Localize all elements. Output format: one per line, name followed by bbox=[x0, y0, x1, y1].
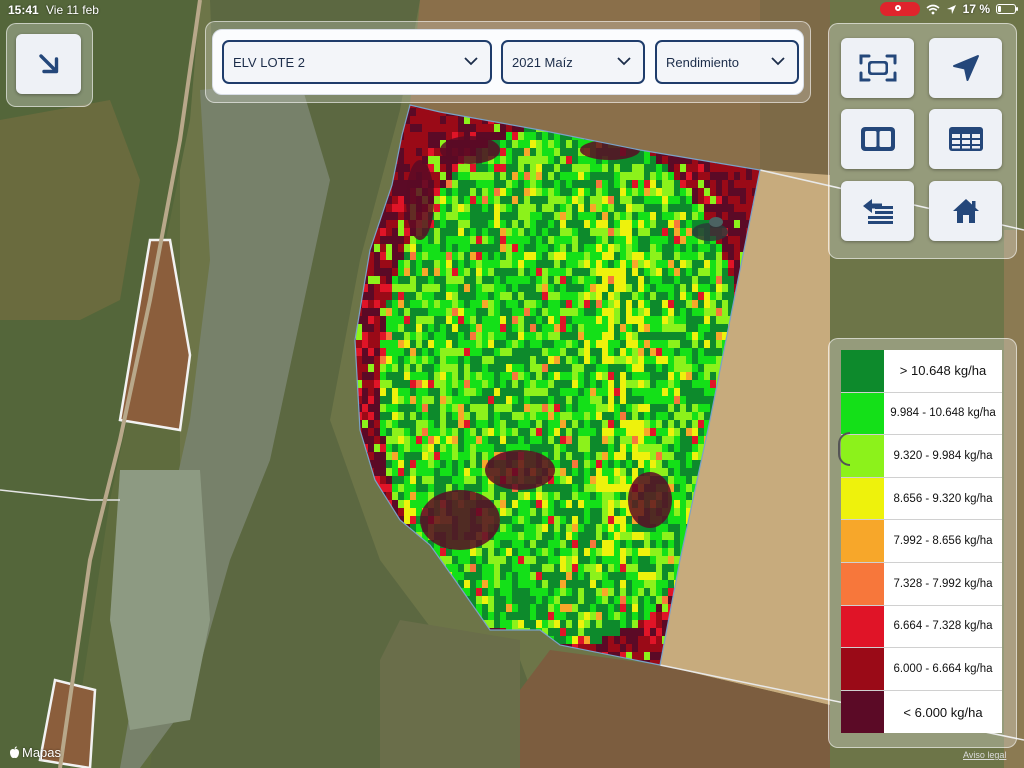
home-icon bbox=[952, 199, 979, 223]
table-button[interactable] bbox=[929, 109, 1002, 169]
legend-label: 8.656 - 9.320 kg/ha bbox=[884, 477, 1002, 520]
screen-recording-icon bbox=[879, 2, 920, 16]
legend-swatch bbox=[841, 477, 884, 520]
legend-label: 6.000 - 6.664 kg/ha bbox=[884, 648, 1002, 690]
maps-attribution: Mapas bbox=[9, 745, 61, 760]
list-button[interactable] bbox=[841, 181, 914, 241]
legend-item: 9.320 - 9.984 kg/ha bbox=[841, 435, 1002, 478]
season-select[interactable]: 2021 Maíz bbox=[501, 40, 645, 84]
legend-item: 9.984 - 10.648 kg/ha bbox=[841, 392, 1002, 436]
chevron-down-icon bbox=[771, 57, 785, 66]
legend-swatch bbox=[841, 350, 884, 392]
maps-label: Mapas bbox=[22, 745, 62, 760]
legend-item: 7.992 - 8.656 kg/ha bbox=[841, 520, 1002, 563]
location-arrow-icon bbox=[952, 55, 979, 81]
apple-logo-icon bbox=[10, 746, 19, 759]
legend-label: 9.320 - 9.984 kg/ha bbox=[884, 435, 1002, 477]
battery-level: 17 % bbox=[962, 2, 990, 16]
field-select[interactable]: ELV LOTE 2 bbox=[222, 40, 492, 84]
wifi-icon bbox=[926, 4, 940, 14]
collapse-button[interactable] bbox=[16, 34, 81, 94]
status-time: 15:41 bbox=[8, 3, 39, 17]
home-button[interactable] bbox=[929, 181, 1002, 241]
legend-swatch bbox=[841, 520, 884, 562]
layer-select-value: Rendimiento bbox=[666, 54, 739, 70]
season-select-value: 2021 Maíz bbox=[512, 54, 573, 70]
legal-link[interactable]: Aviso legal bbox=[963, 750, 1007, 760]
status-bar: 15:41 Vie 11 feb 17 % bbox=[0, 0, 1024, 20]
legend-swatch bbox=[841, 605, 884, 648]
legend-label: > 10.648 kg/ha bbox=[884, 350, 1002, 392]
legend-swatch bbox=[841, 562, 884, 605]
legend-label: 6.664 - 7.328 kg/ha bbox=[884, 605, 1002, 648]
chevron-down-icon bbox=[617, 57, 631, 66]
legend-item: < 6.000 kg/ha bbox=[841, 690, 1002, 734]
legend-item: > 10.648 kg/ha bbox=[841, 350, 1002, 393]
legend-swatch bbox=[841, 392, 884, 435]
chevron-down-icon bbox=[464, 57, 478, 66]
arrow-down-right-icon bbox=[38, 54, 58, 74]
locate-button[interactable] bbox=[929, 38, 1002, 98]
layer-select[interactable]: Rendimiento bbox=[655, 40, 799, 84]
vehicle-marker bbox=[692, 217, 728, 241]
fit-bounds-button[interactable] bbox=[841, 38, 914, 98]
legend-item: 8.656 - 9.320 kg/ha bbox=[841, 477, 1002, 521]
side-handle[interactable] bbox=[838, 432, 850, 466]
split-view-button[interactable] bbox=[841, 109, 914, 169]
location-arrow-icon bbox=[946, 4, 956, 14]
legend-item: 6.000 - 6.664 kg/ha bbox=[841, 648, 1002, 691]
legend-item: 6.664 - 7.328 kg/ha bbox=[841, 605, 1002, 649]
legend-label: 9.984 - 10.648 kg/ha bbox=[884, 392, 1002, 435]
legend-label: 7.328 - 7.992 kg/ha bbox=[884, 562, 1002, 605]
yield-legend: > 10.648 kg/ha 9.984 - 10.648 kg/ha 9.320 … bbox=[841, 350, 1002, 734]
legend-item: 7.328 - 7.992 kg/ha bbox=[841, 562, 1002, 606]
status-date: Vie 11 feb bbox=[46, 3, 99, 17]
list-back-icon bbox=[862, 199, 893, 224]
frame-icon bbox=[859, 54, 896, 82]
field-select-value: ELV LOTE 2 bbox=[233, 54, 306, 70]
legend-label: 7.992 - 8.656 kg/ha bbox=[884, 520, 1002, 562]
split-view-icon bbox=[860, 127, 895, 151]
battery-icon bbox=[996, 4, 1018, 14]
legend-swatch bbox=[841, 690, 884, 734]
legend-swatch bbox=[841, 648, 884, 690]
table-icon bbox=[948, 127, 983, 151]
legend-label: < 6.000 kg/ha bbox=[884, 690, 1002, 734]
